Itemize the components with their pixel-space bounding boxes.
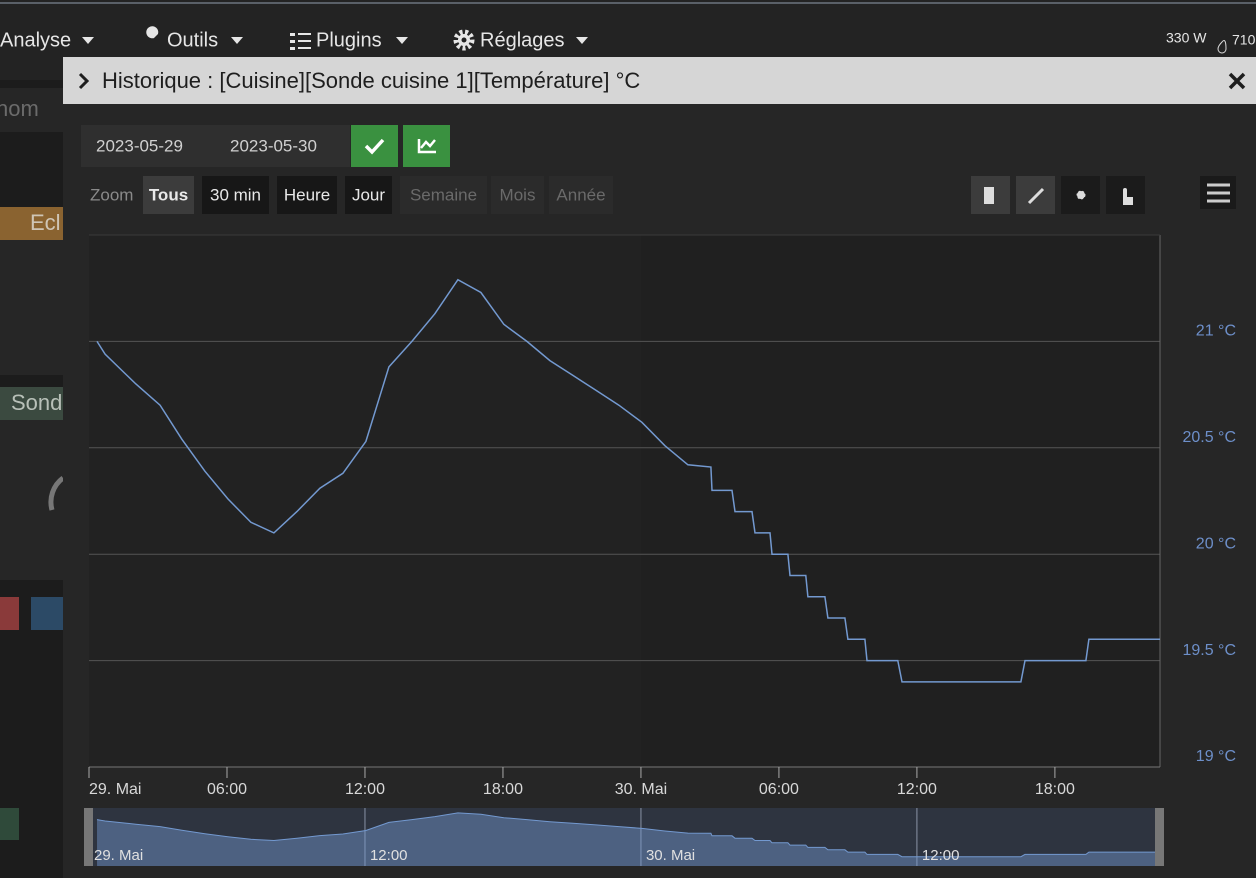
x-tick-label: 12:00 — [345, 781, 385, 798]
water: 710 — [1232, 32, 1256, 48]
search-box — [0, 88, 63, 132]
tile-header — [31, 597, 63, 630]
chart-icon — [420, 139, 436, 149]
x-tick-label: 06:00 — [207, 781, 247, 798]
nav-item[interactable]: Outils — [167, 29, 218, 51]
zoom-button-label: Jour — [352, 185, 385, 204]
tile-title: Sond — [11, 390, 62, 415]
navigator-tick-label: 12:00 — [370, 847, 408, 864]
zoom-button[interactable] — [345, 176, 392, 214]
tool-icon — [984, 187, 994, 204]
start-date[interactable]: 2023-05-29 — [96, 136, 183, 155]
power: 330 W — [1166, 30, 1207, 46]
x-tick-label: 12:00 — [897, 781, 937, 798]
close-button[interactable] — [1228, 72, 1246, 90]
check-icon — [364, 138, 385, 155]
date-range — [81, 125, 350, 167]
y-tick-label: 19 °C — [1196, 748, 1236, 765]
tile — [0, 240, 63, 375]
navigator-line — [96, 812, 1160, 858]
tile-header — [0, 808, 19, 840]
zoom-button-label: Tous — [149, 185, 188, 204]
tool-icon — [1027, 187, 1045, 205]
chart-tools — [971, 176, 1236, 214]
navigator-tick-label: 30. Mai — [646, 847, 695, 864]
navigator-tick-label: 29. Mai — [94, 847, 143, 864]
caret — [576, 37, 588, 44]
navigator-handle[interactable] — [84, 808, 93, 866]
search-placeholder: nom — [0, 96, 39, 121]
zoom-label: Zoom — [90, 185, 133, 204]
compare-button[interactable] — [403, 125, 450, 167]
zoom-button — [400, 176, 487, 214]
tool-icon — [1076, 190, 1086, 200]
gauge — [48, 475, 65, 511]
x-tick-label: 18:00 — [483, 781, 523, 798]
zoom-button-label: Heure — [284, 185, 330, 204]
tile-header — [0, 597, 19, 630]
y-tick-label: 20.5 °C — [1182, 429, 1236, 446]
navigator-handle[interactable] — [1155, 808, 1164, 866]
plot-band — [640, 235, 1160, 767]
tile-title: Ecl — [30, 210, 61, 235]
menu-icon — [1207, 183, 1230, 203]
zoom-button[interactable] — [277, 176, 337, 214]
tile — [0, 420, 63, 580]
chevron — [78, 72, 90, 90]
chart: 19 °C 19.5 °C 20 °C 20.5 °C 21 °C 29. Mai 06:0… — [84, 234, 1236, 866]
y-tick-label: 19.5 °C — [1182, 642, 1236, 659]
x-tick-label: 06:00 — [759, 781, 799, 798]
modal-header — [63, 57, 1256, 104]
data-line — [96, 278, 1160, 683]
navigator-area — [97, 812, 1160, 866]
zoom-button-label: Semaine — [410, 185, 477, 204]
end-date[interactable]: 2023-05-30 — [230, 136, 317, 155]
caret — [396, 37, 408, 44]
modal-title: Historique : [Cuisine][Sonde cuisine 1][… — [102, 68, 640, 93]
zoom-button-label: Année — [556, 185, 605, 204]
zoom-button-label: 30 min — [210, 185, 261, 204]
caret — [82, 37, 94, 44]
wrench-icon — [142, 26, 159, 50]
nav-item[interactable]: Réglages — [480, 29, 565, 51]
zoom-button[interactable] — [202, 176, 269, 214]
x-tick-label: 30. Mai — [615, 781, 667, 798]
list-icon — [290, 33, 311, 50]
x-tick-label: 18:00 — [1035, 781, 1075, 798]
zoom-button — [491, 176, 544, 214]
y-tick-label: 21 °C — [1196, 323, 1236, 340]
drop-icon — [1217, 40, 1227, 54]
tile-header — [0, 207, 63, 240]
tile-header — [0, 387, 63, 420]
caret — [231, 37, 243, 44]
zoom-button-label: Mois — [500, 185, 536, 204]
gear-icon — [453, 29, 475, 51]
zoom-button — [549, 176, 613, 214]
nav-item[interactable]: Analyse — [0, 29, 71, 51]
validate-button[interactable] — [351, 125, 398, 167]
chart-icon — [417, 139, 436, 154]
zoom-button[interactable] — [143, 176, 194, 214]
x-tick-label: 29. Mai — [89, 781, 141, 798]
nav-item[interactable]: Plugins — [316, 29, 382, 51]
tool-icon — [1123, 188, 1133, 205]
navigator-tick-label: 12:00 — [922, 847, 960, 864]
y-tick-label: 20 °C — [1196, 535, 1236, 552]
